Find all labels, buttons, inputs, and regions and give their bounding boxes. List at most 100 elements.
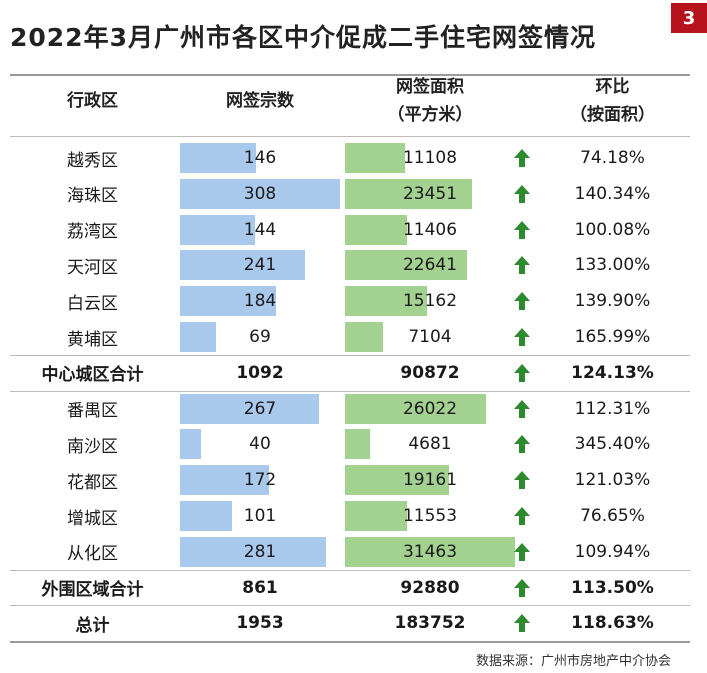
data-table: 行政区 网签宗数 网签面积 （平方米） 环比 （按面积） 越秀区 146 11108… [10,74,690,644]
area-value: 23451 [402,183,458,204]
district-name: 番禺区 [67,401,118,422]
area-bar [345,465,449,496]
area-bar [345,214,407,245]
count-bar [180,286,276,317]
count-value: 267 [243,398,277,419]
mom-change-value: 121.03% [574,470,651,491]
mom-change-value: 124.13% [571,362,654,383]
mom-change-value: 140.34% [574,183,651,204]
district-name: 南沙区 [67,436,118,457]
count-bar [180,536,326,567]
count-value: 172 [243,470,277,491]
area-value: 31463 [402,541,458,562]
district-name: 增城区 [67,508,118,529]
area-value: 26022 [402,398,458,419]
count-bar [180,465,270,496]
header-area-line1: 网签面积 [396,77,464,97]
table-row: 番禺区 267 26022 112.31% [10,391,690,427]
table-row: 白云区 184 15162 139.90% [10,283,690,319]
up-arrow-icon [514,578,530,597]
count-bar [180,429,201,460]
count-value: 1953 [236,613,284,634]
count-value: 40 [249,434,271,455]
mom-change-value: 113.50% [571,577,654,598]
table-row: 荔湾区 144 11406 100.08% [10,212,690,248]
count-bar [180,501,233,531]
count-value: 146 [243,148,277,168]
up-arrow-icon [514,256,530,275]
area-value: 7104 [408,327,452,347]
up-arrow-icon [514,542,530,561]
up-arrow-icon [514,363,530,382]
district-name: 白云区 [67,293,118,314]
up-arrow-icon [514,507,530,525]
table-row: 花都区 172 19161 121.03% [10,462,690,498]
up-arrow-icon [514,471,530,490]
mom-change-value: 165.99% [574,327,651,347]
up-arrow-icon [514,292,530,311]
count-bar [180,250,306,281]
up-arrow-icon [514,328,530,346]
area-value: 90872 [400,362,460,383]
area-bar [345,536,515,567]
up-arrow-icon [514,435,530,454]
summary-row: 中心城区合计 1092 90872 124.13% [10,355,690,391]
mom-change-value: 118.63% [571,613,654,634]
area-value: 15162 [402,291,458,312]
area-value: 4681 [408,434,452,455]
district-name: 花都区 [67,472,118,493]
area-bar [345,143,406,173]
area-value: 11108 [402,148,458,168]
chart-title: 2022年3月广州市各区中介促成二手住宅网签情况 [10,23,596,52]
count-bar [180,322,216,352]
district-name: 总计 [75,615,110,636]
mom-change-value: 74.18% [580,148,645,168]
header-count: 网签宗数 [226,91,294,111]
mom-change-value: 112.31% [574,398,651,419]
area-value: 92880 [400,577,460,598]
data-source-note: 数据来源：广州市房地产中介协会 [475,654,671,669]
mom-change-value: 345.40% [574,434,651,455]
up-arrow-icon [514,184,530,203]
header-mom-line1: 环比 [595,77,630,97]
summary-row: 外围区域合计 861 92880 113.50% [10,570,690,606]
area-bar [345,250,468,281]
header-district: 行政区 [67,91,118,111]
mom-change-value: 100.08% [574,219,651,240]
count-bar [180,178,340,209]
count-value: 184 [243,291,277,312]
district-name: 越秀区 [67,150,118,171]
area-value: 183752 [394,613,466,634]
row-separator [10,390,690,392]
row-separator [10,605,690,607]
count-value: 1092 [236,362,284,383]
table-row: 越秀区 146 11108 74.18% [10,140,690,176]
up-arrow-icon [514,614,530,633]
count-bar [180,214,255,245]
area-bar [345,501,408,531]
district-name: 黄埔区 [67,329,118,350]
table-row: 海珠区 308 23451 140.34% [10,176,690,212]
table-row: 从化区 281 31463 109.94% [10,534,690,570]
table-bottom-rule [10,641,690,644]
page-number-badge: 3 [671,3,707,33]
district-name: 荔湾区 [67,222,118,243]
row-separator [10,354,690,356]
up-arrow-icon [514,149,530,167]
district-name: 海珠区 [67,186,118,207]
table-row: 天河区 241 22641 133.00% [10,247,690,283]
count-value: 861 [242,577,278,598]
count-value: 69 [249,327,271,347]
mom-change-value: 76.65% [580,506,645,526]
table-row: 黄埔区 69 7104 165.99% [10,319,690,355]
area-bar [345,286,427,317]
area-value: 19161 [402,470,458,491]
table-row: 增城区 101 11553 76.65% [10,498,690,534]
count-value: 144 [243,219,277,240]
count-bar [180,393,319,424]
count-value: 241 [243,255,277,276]
mom-change-value: 133.00% [574,255,651,276]
district-name: 从化区 [67,544,118,565]
district-name: 天河区 [67,257,118,278]
header-mom-line2: （按面积） [570,105,655,125]
